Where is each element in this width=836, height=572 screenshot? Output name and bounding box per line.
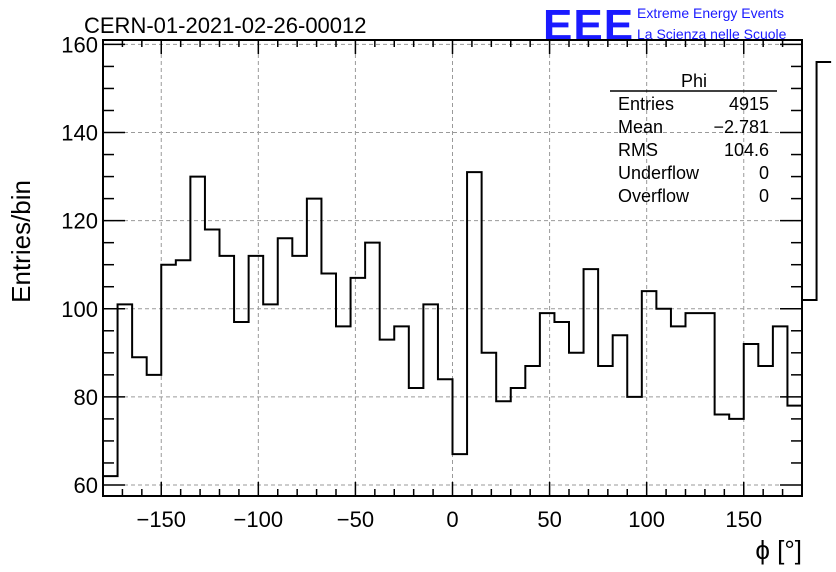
stats-label: Overflow [618,186,690,206]
x-tick-label: 100 [628,507,665,532]
stats-label: Mean [618,117,663,137]
y-tick-label: 80 [74,385,98,410]
stats-label: RMS [618,140,658,160]
x-tick-label: 50 [537,507,561,532]
x-tick-label: −150 [136,507,186,532]
logo-line-2: La Scienza nelle Scuole [637,26,787,42]
x-tick-label: −100 [234,507,284,532]
histogram-series [103,61,832,478]
stats-box: Phi Entries 4915 Mean −2.781 RMS 104.6 Underfl… [610,71,777,206]
y-axis-title: Entries/bin [6,180,36,303]
axis-ticks [103,40,802,496]
stats-label: Entries [618,94,674,114]
stats-value: 0 [759,186,769,206]
y-tick-label: 60 [74,473,98,498]
y-tick-label: 160 [61,32,98,57]
x-tick-label: 150 [725,507,762,532]
logo-line-1: Extreme Energy Events [637,5,784,21]
stats-value: 104.6 [724,140,769,160]
tick-labels: −150 −100 −50 0 50 100 150 60 80 100 120 140 160 [61,32,762,532]
stats-label: Underflow [618,163,700,183]
x-axis-title: ϕ [°] [755,535,802,565]
y-tick-label: 140 [61,121,98,146]
y-tick-label: 100 [61,297,98,322]
stats-value: −2.781 [713,117,769,137]
stats-value: 4915 [729,94,769,114]
x-tick-label: −50 [337,507,374,532]
run-title: CERN-01-2021-02-26-00012 [84,13,367,38]
y-tick-label: 120 [61,209,98,234]
stats-title: Phi [681,71,707,91]
stats-value: 0 [759,163,769,183]
histogram-line [103,61,832,478]
x-tick-label: 0 [446,507,458,532]
